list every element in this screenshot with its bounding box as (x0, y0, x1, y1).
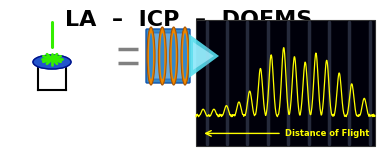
Polygon shape (193, 42, 214, 70)
Ellipse shape (181, 27, 189, 85)
Ellipse shape (170, 27, 178, 85)
Ellipse shape (172, 33, 176, 79)
Ellipse shape (183, 33, 187, 79)
Polygon shape (189, 34, 219, 78)
Ellipse shape (158, 27, 166, 85)
Ellipse shape (147, 27, 155, 85)
FancyBboxPatch shape (151, 33, 185, 79)
Text: LA  –  ICP  –  DOFMS: LA – ICP – DOFMS (65, 10, 313, 30)
Ellipse shape (149, 33, 153, 79)
Ellipse shape (33, 55, 71, 69)
Ellipse shape (160, 33, 164, 79)
Text: Distance of Flight: Distance of Flight (285, 129, 369, 138)
Bar (196, 20, 375, 146)
FancyBboxPatch shape (146, 29, 190, 83)
